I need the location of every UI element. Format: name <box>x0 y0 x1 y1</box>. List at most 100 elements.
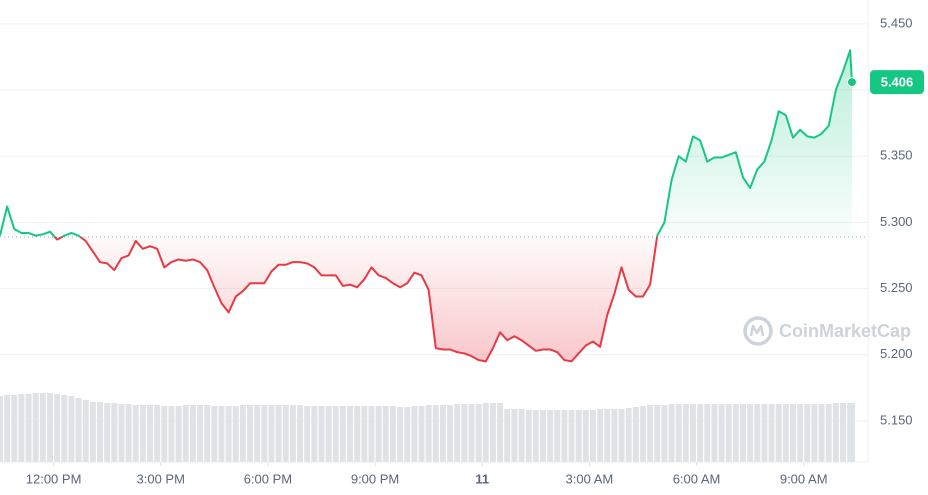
volume-bar <box>668 404 675 462</box>
volume-bar <box>4 395 11 462</box>
volume-bar <box>254 405 261 462</box>
volume-bar <box>104 403 111 462</box>
volume-bar <box>775 404 782 462</box>
volume-bar <box>689 404 696 462</box>
price-line <box>0 49 853 363</box>
volume-bar <box>454 404 461 462</box>
volume-bar <box>232 406 239 462</box>
area <box>0 50 852 362</box>
volume-bar <box>218 406 225 462</box>
volume-bar <box>304 406 311 462</box>
volume-bar <box>197 405 204 462</box>
volume-bar <box>32 393 39 462</box>
x-tick-label: 3:00 AM <box>566 471 614 486</box>
volume-bar <box>468 404 475 462</box>
volume-bar <box>554 410 561 462</box>
volume-bar <box>161 406 168 462</box>
volume-bar <box>704 404 711 462</box>
volume-bar <box>325 406 332 462</box>
volume-bar <box>168 406 175 462</box>
volume-bar <box>732 404 739 462</box>
volume-bar <box>561 410 568 462</box>
volume-bar <box>282 405 289 462</box>
last-point <box>846 77 857 88</box>
volume-bar <box>289 405 296 462</box>
volume-bar <box>268 405 275 462</box>
y-tick-label: 5.350 <box>880 148 913 163</box>
volume-bar <box>582 410 589 462</box>
volume-bar <box>547 410 554 462</box>
volume-bar <box>718 404 725 462</box>
volume-bar <box>432 405 439 462</box>
volume-bar <box>511 409 518 462</box>
volume-bar <box>797 404 804 462</box>
x-tick-label: 12:00 PM <box>26 471 82 486</box>
volume-bar <box>618 409 625 462</box>
volume-bar <box>818 404 825 462</box>
volume-bar <box>739 404 746 462</box>
volume-bar <box>68 396 75 462</box>
watermark-logo <box>743 316 773 346</box>
volume-bar <box>25 394 32 462</box>
y-tick-label: 5.250 <box>880 280 913 295</box>
volume-bar <box>532 410 539 462</box>
volume-bar <box>782 404 789 462</box>
volume-bar <box>811 404 818 462</box>
volume-bar <box>654 405 661 462</box>
watermark: CoinMarketCap <box>743 316 911 346</box>
volume-bar <box>789 404 796 462</box>
volume-bar <box>518 409 525 462</box>
volume-bar <box>597 409 604 462</box>
volume-bar <box>361 406 368 462</box>
volume-bar <box>439 405 446 462</box>
volume-bar <box>389 406 396 462</box>
volume-bar <box>397 407 404 462</box>
x-tick-label: 3:00 PM <box>137 471 185 486</box>
volume-bar <box>697 404 704 462</box>
volume-bar <box>211 406 218 462</box>
volume-bar <box>347 406 354 462</box>
y-tick-label: 5.200 <box>880 346 913 361</box>
volume-bar <box>568 410 575 462</box>
volume-bar <box>611 409 618 462</box>
volume-bar <box>139 405 146 462</box>
y-tick-label: 5.450 <box>880 15 913 30</box>
volume-bar <box>61 395 68 462</box>
volume-bar <box>725 404 732 462</box>
volume-bar <box>47 393 54 462</box>
volume-bar <box>504 409 511 462</box>
volume-bar <box>682 404 689 462</box>
volume-bar <box>189 405 196 462</box>
x-tick-label: 9:00 AM <box>780 471 828 486</box>
volume-bar <box>404 407 411 462</box>
volume-bar <box>175 406 182 462</box>
volume-bar <box>147 405 154 462</box>
volume-bar <box>575 410 582 462</box>
volume-bar <box>354 406 361 462</box>
volume-bar <box>332 406 339 462</box>
volume-bar <box>539 410 546 462</box>
volume-bar <box>97 402 104 462</box>
volume-bar <box>89 402 96 462</box>
volume-bar <box>375 406 382 462</box>
volume-bar <box>497 403 504 462</box>
x-tick-label: 6:00 PM <box>244 471 292 486</box>
volume-bar <box>447 405 454 462</box>
y-tick-label: 5.150 <box>880 412 913 427</box>
volume-bar <box>639 406 646 462</box>
volume-bar <box>261 405 268 462</box>
volume-bar <box>225 406 232 462</box>
volume-bar <box>18 394 25 462</box>
watermark-text: CoinMarketCap <box>779 321 911 341</box>
volume-bar <box>589 410 596 462</box>
volume-bar <box>461 404 468 462</box>
volume-bar <box>825 404 832 462</box>
volume-bar <box>832 403 839 462</box>
volume-bar <box>75 398 82 462</box>
volume-bar <box>0 396 3 462</box>
x-tick-label: 9:00 PM <box>351 471 399 486</box>
x-tick-label: 11 <box>475 471 489 486</box>
volume-bar <box>475 404 482 462</box>
volume-bar <box>204 405 211 462</box>
